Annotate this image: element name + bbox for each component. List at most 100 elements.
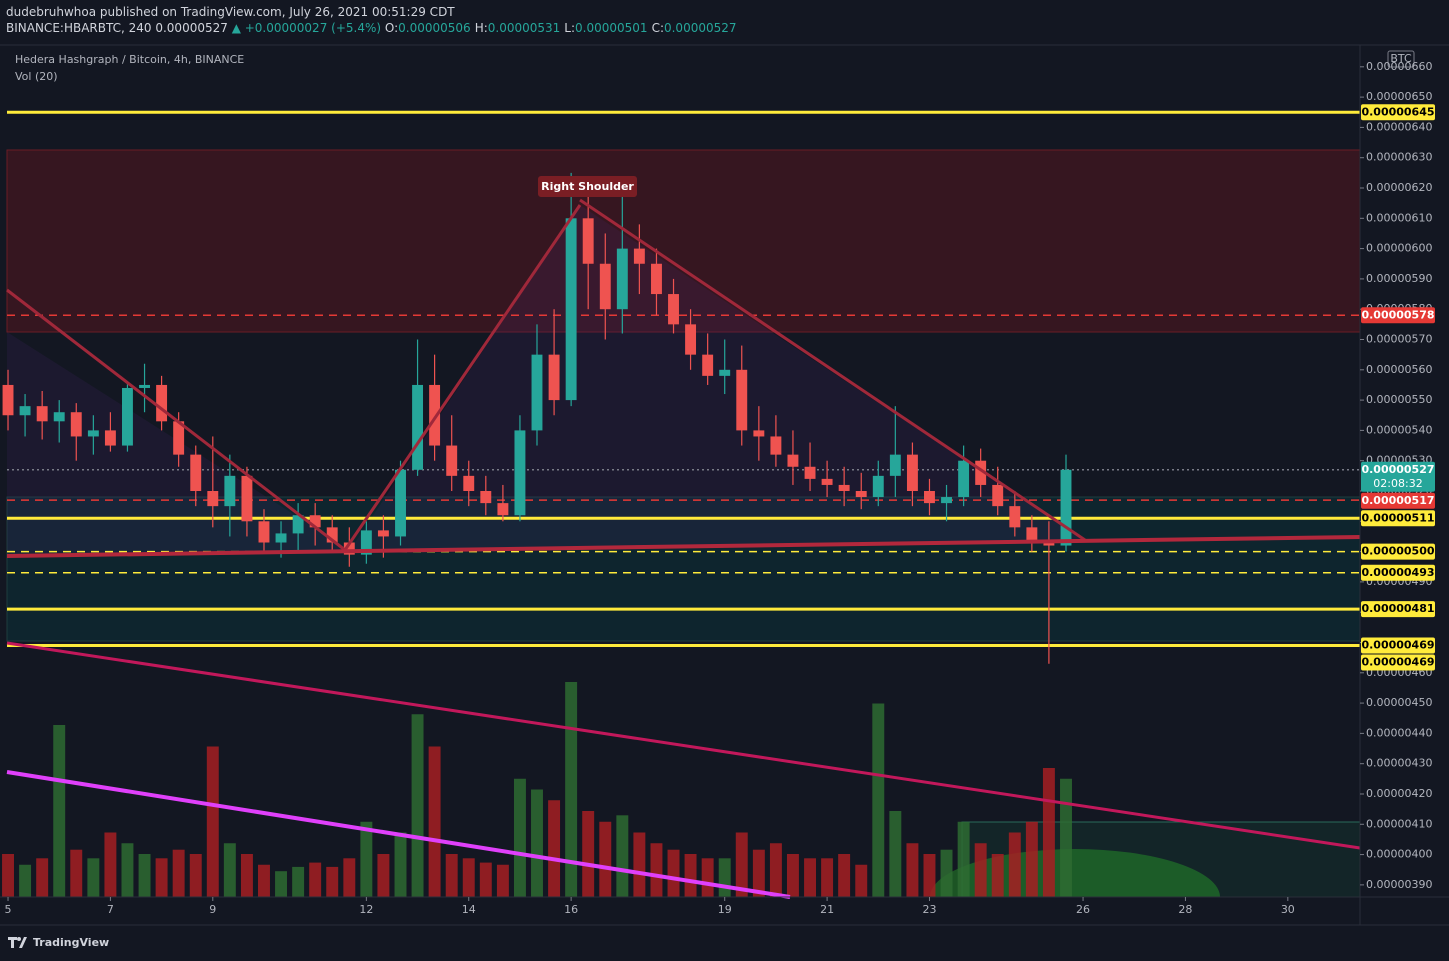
y-tick-label: 0.00000650 (1366, 90, 1432, 103)
candle-body (104, 430, 116, 446)
candle-body (770, 436, 782, 455)
candle-body (275, 533, 287, 543)
candle-body (190, 454, 202, 491)
volume-bar (87, 858, 100, 897)
volume-bar (1042, 768, 1055, 897)
ohlc: O:0.00000506 H:0.00000531 L:0.00000501 C:0.… (385, 21, 741, 35)
volume-bar (701, 858, 714, 897)
volume-bar (479, 862, 492, 897)
x-tick-label: 28 (1178, 903, 1192, 916)
symbol-line: BINANCE:HBARBTC, 240 0.00000527 ▲ +0.000… (6, 21, 741, 35)
volume-bar (189, 854, 202, 897)
volume-bar (496, 864, 509, 897)
x-tick-label: 12 (359, 903, 373, 916)
volume-bar (769, 843, 782, 897)
volume-bar (599, 821, 612, 897)
volume-bar (872, 703, 885, 897)
price-badge (1361, 510, 1435, 527)
volume-bar (974, 843, 987, 897)
candle-body (224, 475, 236, 507)
volume-bar (53, 725, 66, 897)
candle-body (787, 454, 799, 467)
candle-body (941, 497, 952, 504)
price-badge-label: 0.00000511 (1361, 511, 1434, 524)
volume-bar (616, 815, 629, 897)
x-tick-label: 5 (5, 903, 12, 916)
volume-bar (104, 832, 117, 897)
volume-bar (240, 854, 253, 897)
price-badge-label: 0.00000527 (1361, 463, 1434, 476)
y-tick-label: 0.00000410 (1366, 817, 1432, 830)
candle-body (480, 490, 492, 504)
volume-bar (957, 821, 970, 897)
candle-body (446, 445, 458, 476)
countdown: 02:08:32 (1373, 477, 1422, 490)
x-tick-label: 30 (1281, 903, 1295, 916)
candle-body (924, 490, 935, 504)
volume-bar (155, 858, 168, 897)
volume-bar (838, 854, 851, 897)
candle-body (2, 384, 14, 416)
volume-bar (445, 854, 458, 897)
volume-bar (940, 849, 953, 897)
publisher: dudebruhwhoa published on TradingView.co… (6, 5, 455, 19)
x-tick-label: 9 (209, 903, 216, 916)
volume-bar (343, 858, 356, 897)
volume-bar (326, 866, 339, 897)
price-badge (1361, 637, 1435, 654)
candle-body (360, 530, 372, 555)
volume-bar (786, 854, 799, 897)
candle-body (139, 384, 151, 388)
y-tick-label: 0.00000600 (1366, 242, 1432, 255)
x-tick-label: 21 (820, 903, 834, 916)
candle-body (1060, 469, 1072, 546)
x-tick-label: 7 (107, 903, 114, 916)
candle-body (702, 354, 714, 376)
price-badge (1361, 654, 1435, 671)
price-badge (1361, 307, 1435, 324)
currency: BTC (1390, 52, 1412, 65)
price-badge (1361, 461, 1435, 492)
candle-body (838, 484, 850, 491)
candle-body (497, 503, 509, 516)
y-tick-label: 0.00000570 (1366, 333, 1432, 346)
volume-bar (377, 854, 390, 897)
price-badge-label: 0.00000493 (1361, 566, 1434, 579)
y-tick-label: 0.00000660 (1366, 60, 1432, 73)
chart-title: Hedera Hashgraph / Bitcoin, 4h, BINANCE (15, 53, 244, 66)
volume-bar (718, 858, 731, 897)
volume-bar (360, 821, 373, 897)
supply-zone (6, 149, 1361, 333)
volume-bar (548, 800, 561, 897)
candle-body (855, 490, 867, 498)
candle-body (292, 515, 304, 534)
x-tick-label: 16 (564, 903, 578, 916)
candle-body (719, 369, 731, 376)
price-badge-label: 0.00000469 (1361, 639, 1434, 652)
channel-line (6, 641, 1361, 850)
candle-body (1026, 527, 1038, 543)
volume-bar (735, 832, 748, 897)
trend-line (6, 288, 346, 552)
price-badge (1361, 543, 1435, 560)
price-badge (1361, 104, 1435, 121)
ohlc-value: 0.00000527 (663, 21, 737, 35)
candle-body (241, 475, 253, 522)
x-tick-label: 26 (1076, 903, 1090, 916)
candle-body (531, 354, 543, 431)
volume-bar (752, 849, 765, 897)
candle-body (463, 475, 475, 491)
volume-bar (513, 778, 526, 897)
last-price: 0.00000527 (155, 21, 228, 35)
channel-line (6, 770, 791, 899)
demand-zone (6, 496, 1361, 642)
y-tick-label: 0.00000540 (1366, 423, 1432, 436)
candle-body (668, 294, 679, 325)
volume-bar (650, 843, 663, 897)
volume-bar (804, 858, 817, 897)
candle-body (412, 384, 424, 470)
volume-bar (462, 858, 475, 897)
ohlc-key: L: (564, 21, 576, 35)
symbol: BINANCE:HBARBTC, 240 (6, 21, 152, 35)
